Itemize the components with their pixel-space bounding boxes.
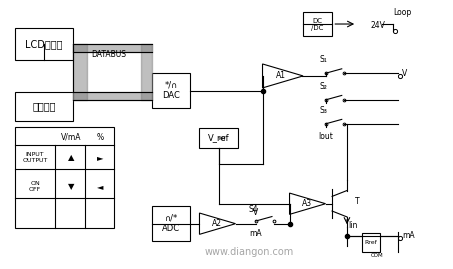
FancyBboxPatch shape bbox=[199, 128, 238, 148]
Text: S₃: S₃ bbox=[319, 105, 327, 115]
Text: S₁: S₁ bbox=[319, 55, 327, 64]
FancyBboxPatch shape bbox=[15, 126, 114, 228]
Text: Loop: Loop bbox=[393, 8, 411, 16]
Text: S4: S4 bbox=[249, 205, 258, 214]
Text: ∩/*
ADC: ∩/* ADC bbox=[162, 214, 180, 233]
FancyBboxPatch shape bbox=[303, 12, 333, 36]
FancyBboxPatch shape bbox=[152, 206, 190, 241]
Text: V: V bbox=[402, 69, 407, 78]
Text: V_ref: V_ref bbox=[208, 133, 229, 142]
Text: DATABUS: DATABUS bbox=[92, 50, 126, 59]
Text: Iin: Iin bbox=[348, 221, 357, 230]
FancyBboxPatch shape bbox=[15, 92, 73, 121]
FancyBboxPatch shape bbox=[15, 28, 73, 60]
Text: T: T bbox=[355, 197, 359, 206]
Text: */∩
DAC: */∩ DAC bbox=[163, 81, 180, 100]
Text: ◄: ◄ bbox=[97, 182, 104, 191]
Text: A1: A1 bbox=[276, 72, 286, 80]
FancyBboxPatch shape bbox=[361, 233, 380, 252]
Text: A3: A3 bbox=[302, 199, 312, 208]
Text: INPUT
OUTPUT: INPUT OUTPUT bbox=[23, 152, 48, 162]
FancyBboxPatch shape bbox=[152, 73, 190, 108]
Text: ►: ► bbox=[97, 153, 104, 162]
Text: DC
/DC: DC /DC bbox=[312, 17, 324, 30]
Text: ▲: ▲ bbox=[68, 153, 74, 162]
Text: www.diangon.com: www.diangon.com bbox=[204, 247, 294, 257]
Text: S₂: S₂ bbox=[319, 82, 327, 91]
Text: ▼: ▼ bbox=[68, 182, 74, 191]
Text: mA: mA bbox=[250, 229, 262, 238]
Text: ref: ref bbox=[219, 136, 226, 141]
Text: A2: A2 bbox=[212, 219, 222, 228]
Text: V: V bbox=[253, 208, 258, 217]
Text: 24V: 24V bbox=[371, 21, 386, 30]
Text: COM: COM bbox=[371, 253, 384, 258]
Text: ON
OFF: ON OFF bbox=[29, 181, 41, 192]
Text: %: % bbox=[97, 133, 104, 142]
Text: V/mA: V/mA bbox=[61, 133, 82, 142]
Text: Rref: Rref bbox=[364, 240, 377, 245]
Text: LCD显示器: LCD显示器 bbox=[25, 39, 63, 49]
Text: Iout: Iout bbox=[318, 132, 333, 141]
Text: 微处理器: 微处理器 bbox=[33, 101, 56, 112]
Text: mA: mA bbox=[402, 231, 414, 240]
